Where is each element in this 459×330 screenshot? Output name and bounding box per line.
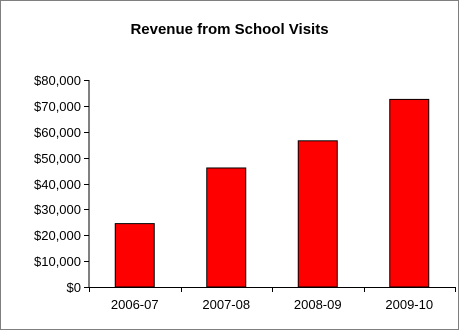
bar-2009-10 <box>389 98 430 288</box>
x-tick-label: 2006-07 <box>111 297 159 312</box>
bar-2006-07 <box>114 223 155 288</box>
bars <box>114 98 430 288</box>
y-tick-label: $30,000 <box>34 202 81 217</box>
chart-title: Revenue from School Visits <box>130 21 329 38</box>
x-axis: 2006-07 2007-08 2008-09 2009-10 <box>89 287 456 312</box>
y-tick-label: $70,000 <box>34 99 81 114</box>
x-tick-label: 2007-08 <box>202 297 250 312</box>
y-tick-label: $40,000 <box>34 177 81 192</box>
y-tick-label: $60,000 <box>34 125 81 140</box>
y-tick-label: $80,000 <box>34 73 81 88</box>
bar-2007-08 <box>206 167 247 288</box>
y-tick-label: $10,000 <box>34 254 81 269</box>
y-axis: $0 $10,000 $20,000 $30,000 $40,000 $50,000 $60… <box>34 73 90 295</box>
y-tick-label: $20,000 <box>34 228 81 243</box>
y-tick-label: $50,000 <box>34 151 81 166</box>
x-tick-label: 2008-09 <box>294 297 342 312</box>
x-tick-label: 2009-10 <box>385 297 433 312</box>
bar-2008-09 <box>297 140 338 288</box>
y-tick-label: $0 <box>67 280 81 295</box>
